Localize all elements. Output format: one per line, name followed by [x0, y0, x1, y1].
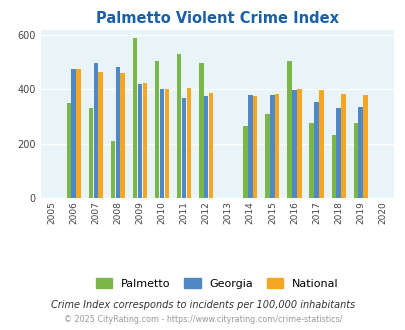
Bar	[318, 90, 323, 198]
Bar	[93, 63, 98, 198]
Bar	[76, 69, 81, 198]
Bar	[120, 73, 125, 198]
Bar	[309, 123, 313, 198]
Bar	[164, 89, 169, 198]
Bar	[252, 96, 257, 198]
Bar	[353, 123, 357, 198]
Bar	[160, 89, 164, 198]
Bar	[132, 38, 137, 198]
Bar	[98, 72, 102, 198]
Bar	[155, 61, 159, 198]
Bar	[264, 114, 269, 198]
Legend: Palmetto, Georgia, National: Palmetto, Georgia, National	[91, 274, 342, 293]
Bar	[137, 84, 142, 198]
Bar	[198, 63, 203, 198]
Bar	[274, 94, 279, 198]
Bar	[177, 54, 181, 198]
Bar	[269, 95, 274, 198]
Bar	[88, 109, 93, 198]
Bar	[181, 98, 186, 198]
Bar	[296, 89, 301, 198]
Bar	[247, 95, 252, 198]
Bar	[362, 95, 367, 198]
Bar	[341, 94, 345, 198]
Bar	[287, 61, 291, 198]
Bar	[292, 90, 296, 198]
Bar	[313, 102, 318, 198]
Bar	[115, 67, 120, 198]
Text: Crime Index corresponds to incidents per 100,000 inhabitants: Crime Index corresponds to incidents per…	[51, 300, 354, 310]
Bar	[71, 69, 76, 198]
Bar	[66, 103, 71, 198]
Bar	[336, 109, 340, 198]
Bar	[111, 141, 115, 198]
Bar	[358, 107, 362, 198]
Bar	[208, 93, 213, 198]
Bar	[243, 126, 247, 198]
Bar	[186, 88, 191, 198]
Bar	[142, 82, 147, 198]
Title: Palmetto Violent Crime Index: Palmetto Violent Crime Index	[96, 11, 338, 26]
Bar	[203, 96, 208, 198]
Text: © 2025 CityRating.com - https://www.cityrating.com/crime-statistics/: © 2025 CityRating.com - https://www.city…	[64, 315, 341, 324]
Bar	[331, 135, 335, 198]
